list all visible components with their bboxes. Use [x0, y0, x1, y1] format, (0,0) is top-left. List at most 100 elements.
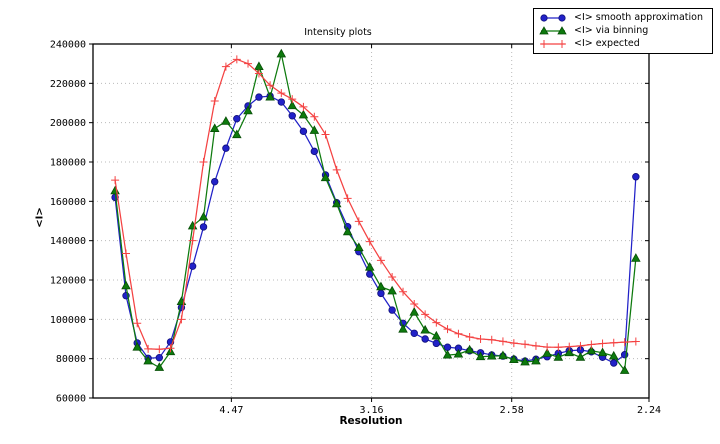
data-point-marker — [243, 105, 253, 115]
legend-item: <I> expected — [538, 37, 708, 50]
data-point-marker — [476, 335, 485, 343]
data-point-marker — [154, 362, 165, 371]
data-point-marker — [122, 249, 131, 258]
data-point-marker — [111, 176, 120, 185]
y-tick-label: 140000 — [50, 236, 86, 247]
data-point-marker — [342, 226, 353, 236]
data-point-marker — [531, 355, 541, 365]
data-point-marker — [155, 353, 164, 362]
data-point-marker — [632, 173, 640, 181]
data-point-marker — [443, 343, 452, 351]
data-point-marker — [121, 280, 131, 290]
data-point-marker — [265, 91, 275, 101]
data-point-marker — [254, 69, 263, 78]
data-point-marker — [565, 342, 574, 351]
legend-marker-sample — [539, 25, 567, 34]
data-point-marker — [166, 344, 175, 353]
data-point-marker — [188, 262, 197, 270]
data-point-marker — [277, 98, 286, 106]
data-point-marker — [232, 129, 242, 139]
data-point-marker — [398, 323, 408, 333]
data-point-marker — [399, 287, 408, 296]
data-point-marker — [155, 345, 164, 354]
data-point-marker — [498, 337, 507, 346]
y-tick-label: 240000 — [50, 40, 86, 51]
y-tick-label: 120000 — [50, 276, 86, 287]
data-point-marker — [432, 318, 441, 327]
data-point-marker — [486, 350, 497, 360]
data-point-marker — [144, 344, 153, 353]
series-line — [114, 95, 637, 364]
x-tick-label: 2.58 — [500, 405, 524, 416]
data-point-marker — [465, 333, 474, 342]
data-point-marker — [576, 341, 585, 350]
data-point-marker — [609, 338, 618, 347]
data-point-marker — [299, 102, 308, 111]
data-point-marker — [442, 349, 453, 359]
data-point-marker — [554, 343, 563, 352]
data-point-marker — [132, 342, 142, 351]
data-point-marker — [299, 127, 308, 136]
data-point-marker — [365, 237, 374, 246]
y-tick-label: 160000 — [50, 197, 86, 208]
data-point-marker — [233, 115, 241, 123]
y-tick-label: 100000 — [50, 315, 86, 326]
x-tick-label: 3.16 — [360, 405, 384, 416]
data-point-marker — [354, 217, 363, 226]
data-point-marker — [110, 185, 120, 195]
data-point-marker — [387, 285, 397, 295]
data-point-marker — [288, 112, 296, 120]
data-point-marker — [343, 194, 352, 203]
data-point-marker — [298, 109, 309, 119]
data-point-marker — [521, 340, 530, 349]
data-point-marker — [388, 273, 397, 282]
data-point-marker — [388, 306, 396, 314]
legend-marker-sample — [540, 39, 566, 48]
legend-marker-sample — [540, 13, 566, 22]
data-point-marker — [410, 329, 418, 337]
data-point-marker — [211, 177, 219, 186]
data-point-marker — [177, 315, 186, 324]
plot-frame — [92, 43, 650, 399]
data-point-marker — [332, 165, 341, 174]
legend-item: <I> smooth approximation — [538, 11, 708, 24]
y-tick-label: 220000 — [50, 79, 86, 90]
data-point-marker — [464, 344, 475, 354]
data-point-marker — [631, 253, 641, 262]
data-point-marker — [410, 299, 419, 308]
data-point-marker — [564, 347, 575, 357]
data-point-marker — [198, 211, 209, 221]
legend-label: <I> via binning — [574, 25, 649, 36]
data-point-marker — [487, 335, 496, 344]
data-point-marker — [320, 172, 331, 182]
data-point-marker — [454, 329, 463, 338]
legend: <I> smooth approximation <I> via binning <… — [533, 8, 713, 54]
data-point-marker — [586, 345, 597, 355]
data-point-marker — [431, 330, 442, 340]
data-point-marker — [421, 335, 429, 343]
data-point-marker — [288, 95, 297, 104]
data-point-marker — [331, 198, 342, 208]
data-point-marker — [221, 116, 231, 125]
x-tick-label: 2.24 — [637, 405, 661, 416]
data-point-marker — [543, 343, 552, 352]
data-point-marker — [520, 356, 530, 366]
y-tick-label: 60000 — [56, 394, 86, 405]
data-point-marker — [133, 319, 142, 328]
data-point-marker — [321, 130, 330, 139]
series-line — [114, 53, 637, 372]
legend-item: <I> via binning — [538, 24, 708, 37]
data-point-marker — [608, 350, 619, 360]
data-point-marker — [587, 340, 596, 349]
data-point-marker — [542, 348, 552, 357]
data-point-marker — [221, 62, 230, 71]
x-axis-label: Resolution — [339, 415, 403, 427]
data-point-marker — [255, 93, 263, 101]
data-point-marker — [443, 325, 452, 334]
data-point-marker — [276, 48, 287, 58]
data-point-marker — [377, 289, 385, 298]
data-point-marker — [232, 55, 241, 64]
data-point-marker — [420, 324, 430, 334]
